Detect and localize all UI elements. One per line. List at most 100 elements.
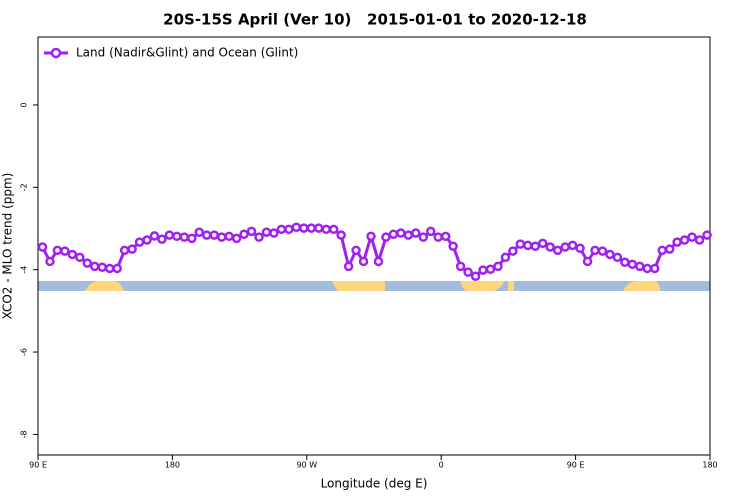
x-tick-label: 90 E <box>29 461 47 470</box>
point <box>82 258 93 268</box>
point <box>396 228 406 238</box>
point <box>381 232 391 242</box>
point <box>231 233 242 244</box>
point <box>52 245 63 256</box>
point <box>515 239 526 249</box>
point <box>336 230 346 240</box>
chart-title: 20S-15S April (Ver 10) 2015-01-01 to 202… <box>163 11 587 29</box>
point <box>343 261 354 272</box>
point <box>269 228 279 238</box>
x-axis-label: Longitude (deg E) <box>321 477 428 491</box>
point <box>112 263 122 274</box>
point <box>134 237 145 247</box>
land-patch <box>508 281 514 291</box>
point <box>149 231 160 241</box>
legend-marker <box>50 47 62 59</box>
point <box>470 271 481 282</box>
legend-label: Land (Nadir&Glint) and Ocean (Glint) <box>76 46 298 60</box>
point <box>664 244 675 254</box>
point <box>627 259 638 270</box>
point <box>657 245 667 256</box>
point <box>612 252 623 263</box>
point <box>201 230 212 240</box>
point <box>157 234 167 244</box>
point <box>45 256 55 267</box>
point <box>418 232 429 242</box>
y-tick-label: -6 <box>20 348 29 356</box>
x-tick-label: 180 <box>702 461 717 470</box>
point <box>590 245 600 256</box>
point <box>216 232 227 242</box>
point <box>209 230 219 240</box>
y-tick-label: -2 <box>20 183 29 191</box>
point <box>306 223 317 233</box>
point <box>440 231 451 242</box>
point <box>411 228 421 238</box>
x-tick-label: 90 E <box>567 461 585 470</box>
point <box>478 265 488 275</box>
point <box>388 229 399 240</box>
point <box>425 226 436 237</box>
point <box>366 231 376 242</box>
point <box>620 257 630 268</box>
point <box>119 245 130 256</box>
point <box>328 224 339 235</box>
point <box>172 231 182 242</box>
land-ocean-strip <box>38 281 710 291</box>
land-patch <box>332 281 385 291</box>
point <box>455 261 466 272</box>
land-patch <box>460 281 505 291</box>
point <box>672 237 682 247</box>
point <box>530 241 541 251</box>
point <box>254 232 264 242</box>
point <box>493 261 503 272</box>
point <box>567 240 578 251</box>
point <box>433 232 443 242</box>
point <box>463 267 473 277</box>
point <box>702 230 712 240</box>
point <box>97 262 107 272</box>
point <box>605 249 615 260</box>
point <box>597 246 608 256</box>
point <box>575 243 585 254</box>
point <box>127 244 137 254</box>
point <box>373 256 384 267</box>
point <box>291 222 302 233</box>
point <box>194 227 205 237</box>
point <box>239 229 249 240</box>
point <box>500 252 511 263</box>
point <box>261 227 272 237</box>
x-tick-label: 0 <box>439 461 444 470</box>
point <box>448 241 458 251</box>
point <box>89 261 100 272</box>
point <box>687 232 697 242</box>
y-tick-label: 0 <box>20 102 29 107</box>
point <box>75 252 85 263</box>
point <box>649 263 660 274</box>
point <box>358 256 369 267</box>
point <box>485 264 496 275</box>
point <box>694 235 705 245</box>
point <box>142 235 152 245</box>
point <box>313 223 324 233</box>
point <box>187 233 197 244</box>
x-tick-label: 90 W <box>296 461 317 470</box>
point <box>642 263 653 274</box>
point <box>679 235 690 245</box>
point <box>635 261 645 272</box>
point <box>179 232 190 242</box>
point <box>403 230 414 240</box>
point <box>67 249 78 260</box>
point <box>104 263 115 274</box>
point <box>246 226 257 237</box>
y-tick-label: -4 <box>20 266 29 274</box>
point <box>537 238 548 249</box>
point <box>560 242 570 252</box>
point <box>284 224 294 235</box>
point <box>545 242 555 252</box>
point <box>164 230 175 240</box>
point <box>37 242 48 252</box>
land-patch <box>85 281 124 291</box>
point <box>523 240 533 251</box>
